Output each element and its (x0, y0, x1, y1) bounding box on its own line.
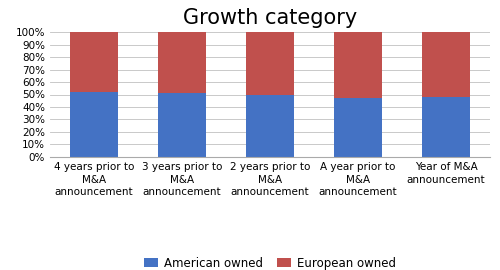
Bar (246, 94, 294, 157)
Bar (70, 32, 118, 92)
Bar (334, 32, 382, 98)
Bar (246, 32, 294, 94)
Title: Growth category: Growth category (183, 8, 357, 28)
Bar (158, 93, 206, 157)
Bar (422, 97, 470, 157)
Bar (70, 92, 118, 157)
Bar (334, 98, 382, 157)
Bar (422, 32, 470, 97)
Legend: American owned, European owned: American owned, European owned (139, 252, 401, 270)
Bar (158, 32, 206, 93)
